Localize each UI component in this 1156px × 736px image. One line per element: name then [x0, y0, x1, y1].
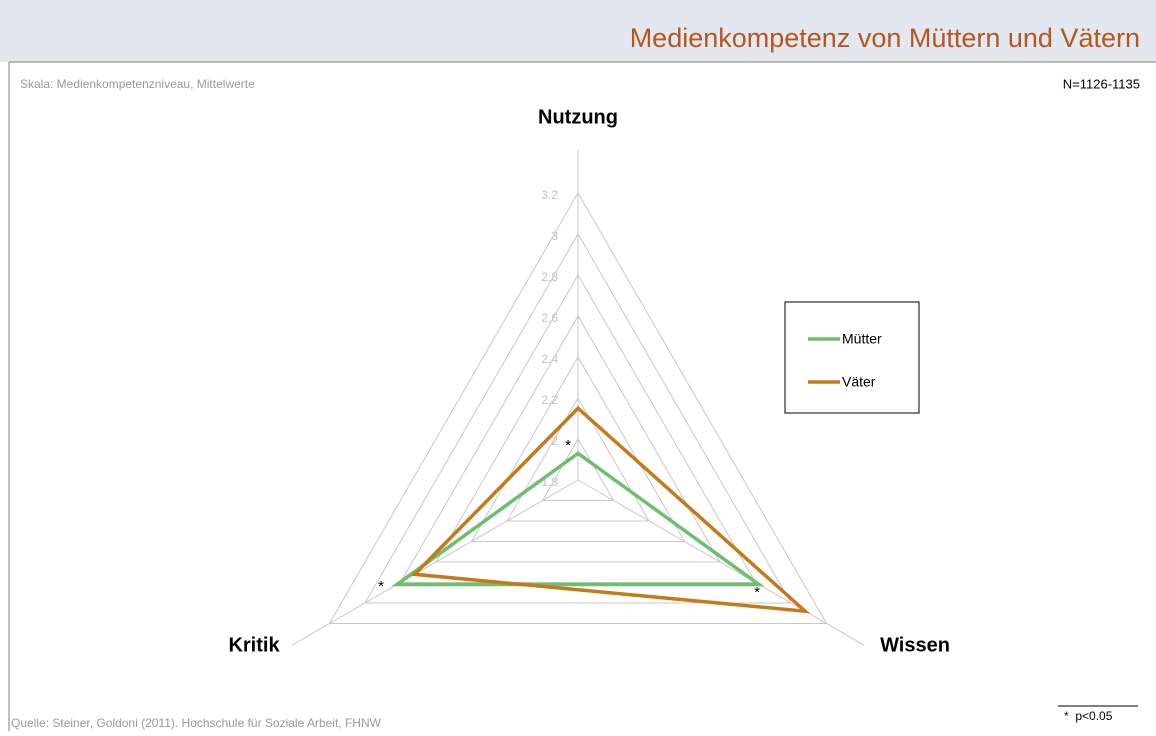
grid-ring — [541, 437, 615, 501]
sample-note: N=1126-1135 — [1063, 76, 1140, 91]
r-tick-label: 2.2 — [541, 393, 558, 407]
source: Quelle: Steiner, Goldoni (2011). Hochsch… — [11, 716, 382, 730]
r-tick-label: 2 — [551, 434, 558, 448]
category-label: Wissen — [880, 634, 950, 656]
grid-ring — [364, 232, 792, 604]
grid-ring — [328, 192, 828, 624]
chart-title: Medienkompetenz von Müttern und Vätern — [630, 23, 1140, 53]
category-label: Kritik — [228, 634, 280, 656]
r-tick-label: 3.2 — [541, 188, 558, 202]
series-line — [410, 405, 811, 614]
axis-line — [577, 479, 865, 646]
r-tick-label: 3 — [551, 229, 558, 243]
significance-mark: * — [378, 578, 384, 595]
significance-mark: * — [565, 437, 571, 454]
r-tick-label: 2.6 — [541, 311, 558, 325]
category-label: Nutzung — [538, 106, 618, 128]
legend-label: Mütter — [842, 331, 882, 347]
series-line — [391, 451, 765, 587]
grid-ring — [506, 397, 650, 522]
legend-box — [784, 301, 920, 414]
subtitle: Skala: Medienkompetenzniveau, Mittelwert… — [20, 77, 255, 91]
r-tick-label: 2.8 — [541, 270, 558, 284]
header-band — [0, 0, 1156, 62]
axis-line — [291, 479, 579, 646]
footnote: * p<0.05 — [1064, 709, 1113, 723]
significance-mark: * — [754, 584, 760, 601]
r-tick-label: 2.4 — [541, 352, 558, 366]
legend-label: Väter — [842, 374, 876, 390]
grid-ring — [435, 314, 721, 563]
grid-ring — [399, 274, 757, 583]
grid-ring — [470, 355, 686, 542]
